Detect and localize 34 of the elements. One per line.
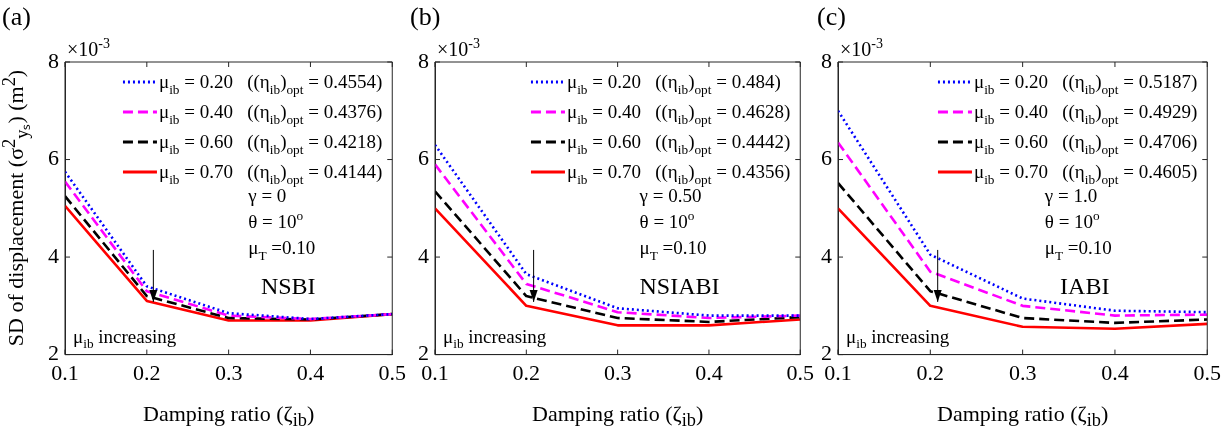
y-tick-label: 4 [418,242,429,268]
y-tick-label: 8 [48,47,59,73]
x-tick-label: 0.2 [133,359,161,385]
chart-title: (b) [410,2,441,32]
chart-title: (a) [2,2,31,32]
x-axis-title: Damping ratio (ζ$_{ib}$) [143,400,315,431]
y-tick-label: 4 [821,242,832,268]
chart-title: (c) [817,2,846,32]
annotation: γ = 0 [247,185,287,206]
x-tick-label: 0.2 [916,359,945,385]
annotation: NSIABI [639,273,720,299]
x-tick-label: 0.2 [512,359,541,385]
annotation: NSBI [260,273,316,299]
annotation: γ = 1.0 [1043,185,1098,206]
x-tick-label: 0.3 [1008,359,1037,385]
x-tick-label: 0.4 [296,359,325,385]
x-tick-label: 0.5 [378,359,406,385]
y-tick-label: 4 [48,242,59,268]
x-tick-label: 0.3 [603,359,632,385]
y-tick-label: 8 [418,47,429,73]
y-tick-label: 8 [821,47,832,73]
x-tick-label: 0.3 [214,359,243,385]
annotation: IABI [1060,273,1110,299]
x-tick-label: 0.4 [1101,359,1129,385]
x-tick-label: 0.5 [786,359,814,385]
y-tick-label: 6 [821,145,832,171]
line-series [435,189,801,324]
x-axis-title: Damping ratio (ζ$_{ib}$) [937,400,1109,431]
x-tick-label: 0.5 [1193,359,1221,385]
y-tick-label: 6 [418,145,429,171]
x-axis-title: Damping ratio (ζ$_{ib}$) [532,400,704,431]
x-tick-label: 0.4 [695,359,723,385]
y-tick-label: 6 [48,145,59,171]
annotation: γ = 0.50 [638,185,702,206]
